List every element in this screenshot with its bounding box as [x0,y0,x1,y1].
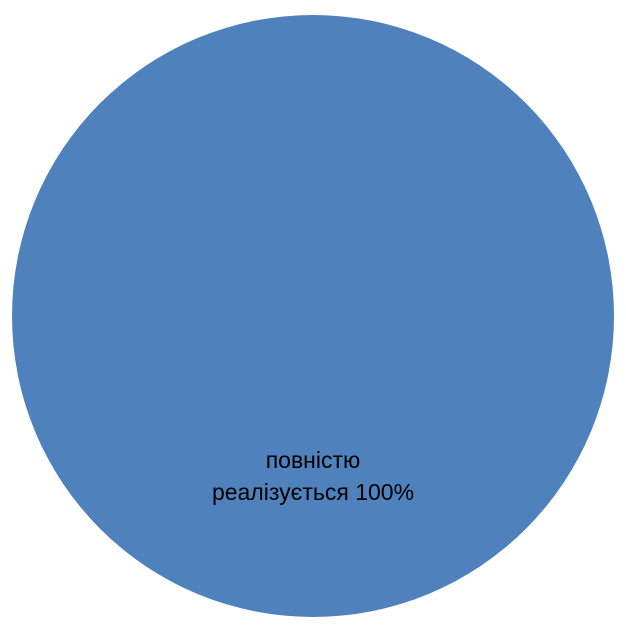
pie-slices [12,15,614,617]
pie-slice-label-line: повністю [266,447,361,473]
pie-slice-label: повністю реалізується 100% [212,447,414,505]
pie-slice-label-line: реалізується 100% [212,479,414,505]
pie-slice [12,15,614,617]
pie-labels: повністю реалізується 100% [212,447,414,505]
